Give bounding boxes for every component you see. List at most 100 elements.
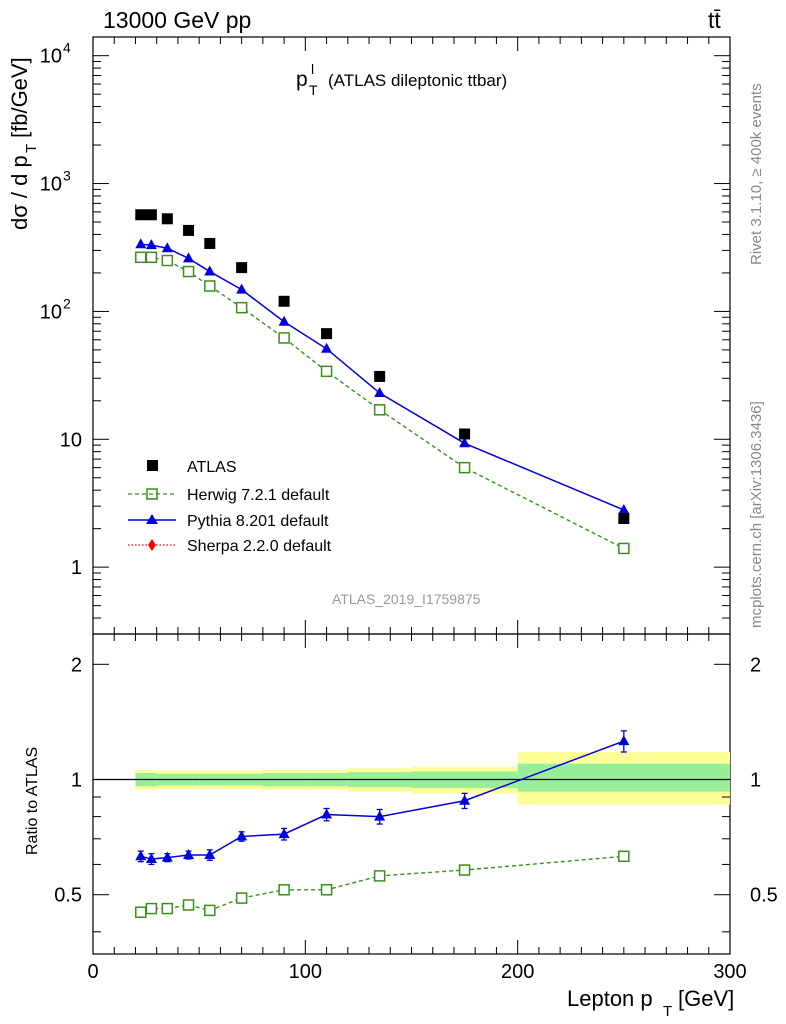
x-tick-label: 0 [87,961,98,983]
legend-herwig-marker [146,488,158,500]
pythia-point [161,242,173,253]
herwig-ratio-point [373,870,386,882]
x-tick-label: 100 [289,961,322,983]
ratio-y-tick-label: 2 [71,654,82,676]
y-axis-label-main: dσ / d p T [fb/GeV] [7,57,40,230]
pythia-point [236,283,248,294]
axis-ticks [92,37,731,954]
svg-text:T: T [663,1003,672,1020]
svg-text:[fb/GeV]: [fb/GeV] [7,57,32,138]
main-series [135,209,630,555]
pythia-ratio-point [135,850,147,861]
y-tick-label-exponent: 3 [63,168,71,184]
legend: ATLAS Herwig 7.2.1 default Pythia 8.201 … [128,459,332,555]
ratio-y-tick-label-right: 0.5 [750,885,778,907]
legend-sherpa-label: Sherpa 2.2.0 default [187,538,332,555]
legend-pythia-label: Pythia 8.201 default [187,513,329,530]
atlas-point [145,209,157,221]
svg-text:Lepton p: Lepton p [567,986,653,1011]
y-tick-label: 10 [60,429,82,451]
herwig-ratio-point [458,864,471,876]
ratio-y-tick-label: 1 [71,770,82,792]
ratio-uncertainty-bands [135,752,730,805]
herwig-ratio-point [235,892,248,904]
pythia-ratio-point [618,735,630,746]
herwig-ratio-line [140,855,624,913]
herwig-ratio-point [618,850,630,863]
herwig-ratio-point [320,884,333,896]
pythia-ratio-point [374,810,386,821]
energy-label: 13000 GeV pp [103,7,251,33]
herwig-point [235,301,248,314]
pythia-point [135,238,147,249]
legend-herwig-label: Herwig 7.2.1 default [187,487,330,504]
legend-atlas-label: ATLAS [187,459,237,476]
atlas-point [236,262,248,274]
ratio-y-tick-label-right: 2 [750,654,761,676]
x-tick-label: 200 [501,961,534,983]
atlas-point [135,209,147,221]
herwig-ratio-point [182,899,195,911]
herwig-point [373,404,386,416]
y-tick-label: 10 [40,174,62,196]
pythia-ratio-point [236,830,248,841]
plot-title-sup: l [311,61,314,77]
pythia-ratio-point [321,808,333,819]
pythia-point [321,342,333,353]
pythia-ratio-point [145,852,157,863]
herwig-point [458,461,471,474]
svg-text:[GeV]: [GeV] [678,986,734,1011]
pythia-ratio-point [278,828,290,839]
pythia-ratio-point [161,851,173,862]
herwig-ratio-point [204,904,216,917]
herwig-point [145,251,158,264]
atlas-point [321,328,333,340]
y-tick-label-exponent: 2 [63,295,71,311]
herwig-ratio-point [135,906,147,918]
y-axis-label-ratio: Ratio to ATLAS [24,747,41,855]
legend-atlas-marker [147,460,158,471]
atlas-point [183,224,195,236]
process-label: tt̄ [708,7,721,33]
atlas-point [161,213,173,225]
pythia-point [618,503,630,514]
pythia-ratio-point [459,794,471,805]
legend-sherpa-marker [148,539,156,551]
herwig-point [161,254,174,267]
ratio-band-inner [517,763,730,792]
pythia-point [459,437,471,448]
x-axis-label: Lepton p T [GeV] [567,986,734,1020]
herwig-line [140,256,625,550]
plot-title-rest: (ATLAS dileptonic ttbar) [328,71,507,90]
pythia-point [204,265,216,276]
herwig-point [618,542,630,555]
ratio-y-tick-label: 0.5 [54,885,82,907]
x-tick-label: 300 [713,961,746,983]
ratio-series [135,730,630,918]
atlas-point [278,295,290,307]
side-version-label: Rivet 3.1.10, ≥ 400k events [748,83,765,265]
y-tick-label: 10 [40,301,62,323]
herwig-ratio-point [161,902,174,915]
pythia-point [145,239,157,250]
y-tick-label-exponent: 4 [63,40,71,56]
herwig-point [320,365,333,378]
herwig-point [204,280,216,292]
y-tick-label: 10 [40,46,62,68]
plot-title: p [296,68,308,91]
legend-pythia-marker [146,514,158,524]
atlas-point [204,237,216,249]
y-tick-label: 1 [71,557,82,579]
pythia-ratio-point [204,848,216,859]
herwig-point [135,251,147,264]
pythia-ratio-point [183,848,195,859]
pythia-point [374,387,386,398]
atlas-point [618,513,630,525]
herwig-point [278,332,290,344]
side-source-label: mcplots.cern.ch [arXiv:1306.3436] [748,401,765,628]
atlas-point [459,428,471,440]
herwig-ratio-point [145,902,158,915]
atlas-point [374,370,386,382]
